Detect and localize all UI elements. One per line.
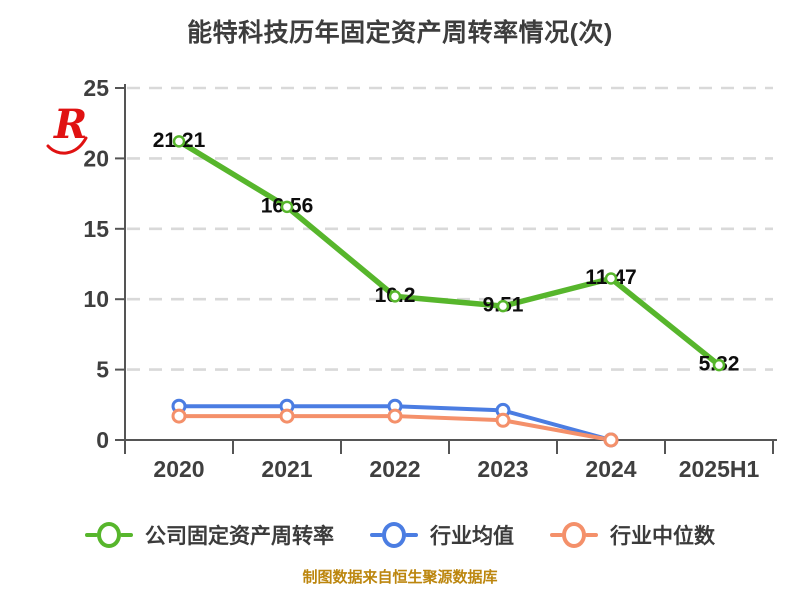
x-axis-label: 2025H1 <box>679 456 760 482</box>
y-tick-label: 25 <box>83 75 109 101</box>
x-axis-label: 2024 <box>585 456 636 482</box>
y-tick-label: 5 <box>96 357 109 383</box>
chart-canvas: 0510152025202020212022202320242025H121.2… <box>83 75 777 482</box>
legend-item-industry-median[interactable]: 行业中位数 <box>550 520 715 550</box>
data-source-note: 制图数据来自恒生聚源数据库 <box>302 569 498 586</box>
data-point-industry_median <box>387 408 403 424</box>
chart-title: 能特科技历年固定资产周转率情况(次) <box>187 19 613 47</box>
legend-marker-company-icon <box>85 522 133 548</box>
y-tick-label: 20 <box>83 145 109 171</box>
x-axis-label: 2021 <box>261 456 312 482</box>
data-point-company <box>712 358 726 372</box>
data-point-industry_median <box>603 432 619 448</box>
legend-label-company: 公司固定资产周转率 <box>145 525 334 548</box>
legend-item-industry-avg[interactable]: 行业均值 <box>370 520 514 550</box>
x-axis-label: 2020 <box>153 456 204 482</box>
legend-label-industry-avg: 行业均值 <box>430 525 514 548</box>
legend-label-industry-median: 行业中位数 <box>610 525 715 548</box>
legend-marker-industry-avg-icon <box>370 522 418 548</box>
x-axis-label: 2023 <box>477 456 528 482</box>
data-point-company <box>604 272 618 285</box>
y-tick-label: 0 <box>96 427 109 453</box>
y-tick-label: 10 <box>83 286 109 312</box>
legend-item-company[interactable]: 公司固定资产周转率 <box>85 520 334 550</box>
data-point-industry_median <box>495 412 511 428</box>
data-point-company <box>496 299 510 313</box>
series-line-company <box>176 138 722 368</box>
y-tick-label: 15 <box>83 216 109 242</box>
chart-legend: 公司固定资产周转率 行业均值 行业中位数 <box>0 512 800 558</box>
data-point-industry_median <box>279 408 295 424</box>
data-point-company <box>172 135 186 148</box>
data-point-company <box>388 290 402 303</box>
data-point-company <box>280 200 294 214</box>
legend-marker-industry-median-icon <box>550 522 598 548</box>
x-axis-label: 2022 <box>369 456 420 482</box>
data-point-industry_median <box>171 408 187 424</box>
